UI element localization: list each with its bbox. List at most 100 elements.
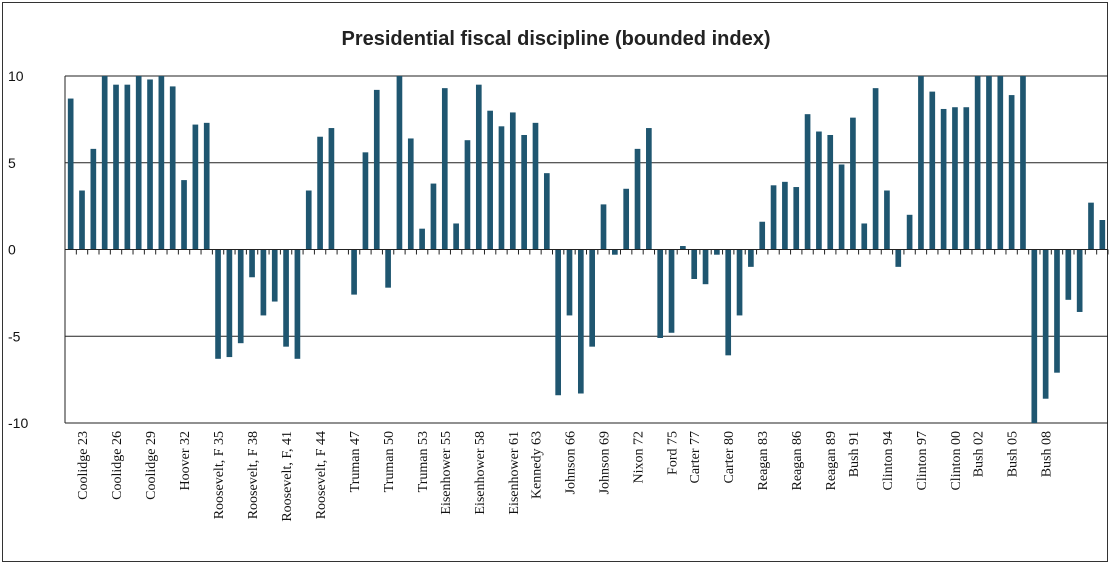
bar	[589, 249, 596, 347]
bar	[90, 148, 97, 250]
bar	[543, 173, 550, 250]
bar	[997, 76, 1004, 250]
bar	[419, 228, 425, 250]
y-tick-label: -10	[8, 415, 28, 431]
bar	[226, 249, 233, 358]
bar	[646, 128, 652, 250]
x-tick-label: Truman 50	[382, 431, 397, 492]
x-tick-label: Nixon 72	[632, 431, 647, 484]
x-tick-label: Roosevelt, F 38	[246, 431, 261, 519]
bar	[725, 249, 732, 356]
bar	[1042, 249, 1049, 399]
bar	[668, 249, 675, 333]
bar	[1008, 95, 1015, 250]
x-tick-label: Johnson 66	[563, 431, 578, 494]
x-tick-label: Eisenhower 55	[439, 431, 454, 515]
bar	[260, 249, 267, 316]
bar	[113, 84, 119, 250]
bar	[600, 204, 607, 250]
bar	[362, 152, 369, 250]
x-tick-label: Kennedy 63	[529, 431, 544, 499]
bar	[475, 84, 482, 250]
x-tick-label: Hoover 32	[178, 431, 193, 491]
bar	[1076, 249, 1083, 312]
bar	[770, 185, 777, 250]
bar	[385, 249, 391, 288]
bar	[986, 76, 992, 250]
bar	[612, 249, 618, 255]
bar	[929, 91, 936, 250]
bar	[782, 181, 788, 250]
bar	[430, 183, 437, 250]
bar	[532, 122, 539, 250]
x-tick-label: Eisenhower 58	[473, 431, 488, 515]
x-tick-label: Johnson 69	[598, 431, 613, 494]
x-tick-label: Reagan 86	[790, 431, 805, 490]
bar	[714, 249, 720, 255]
x-tick-label: Clinton 97	[915, 431, 930, 491]
bar	[974, 76, 981, 250]
bar	[861, 223, 868, 250]
bar	[1099, 220, 1106, 250]
bar	[237, 249, 244, 344]
bar	[328, 128, 335, 250]
x-tick-label: Roosevelt, F 44	[314, 431, 329, 519]
axes	[64, 76, 1109, 423]
bar	[748, 249, 754, 267]
bar	[67, 98, 74, 250]
bar	[464, 140, 471, 250]
x-tick-label: Reagan 83	[756, 431, 771, 490]
bar	[804, 114, 811, 250]
x-tick-label: Reagan 89	[824, 431, 839, 490]
x-tick-label: Clinton 94	[881, 431, 896, 491]
bar	[1020, 76, 1026, 250]
x-tick-label: Truman 47	[348, 431, 363, 492]
y-tick-label: -5	[8, 328, 21, 344]
bar	[487, 110, 493, 250]
bar	[555, 249, 561, 396]
bar	[294, 249, 301, 359]
x-tick-label: Carter 80	[722, 431, 737, 483]
bars	[67, 76, 1106, 423]
bar	[680, 246, 686, 250]
bar	[759, 221, 766, 250]
bar	[736, 249, 743, 316]
bar	[249, 249, 255, 278]
bar	[1031, 249, 1038, 423]
x-tick-label: Bush 02	[972, 431, 987, 477]
bar	[317, 136, 323, 250]
y-tick-label: 5	[8, 155, 16, 171]
bar	[271, 249, 278, 302]
bar	[181, 180, 187, 250]
bar	[351, 249, 357, 295]
y-tick-label: 10	[8, 68, 24, 84]
bar	[305, 190, 312, 250]
x-tick-label: Roosevelt, F 35	[212, 431, 227, 519]
bar	[940, 108, 947, 250]
bar	[215, 249, 221, 359]
bar	[702, 249, 709, 285]
x-tick-label: Carter 77	[688, 431, 703, 483]
bar	[521, 134, 527, 250]
bar	[963, 107, 970, 250]
bar	[101, 76, 108, 250]
bar	[192, 124, 199, 250]
bar	[816, 131, 822, 250]
tick-labels: 10 5 0 -5 -10 Coolidge 23 Coolidge 26 Coolidge …	[8, 68, 1055, 522]
bar	[850, 117, 856, 250]
bar	[373, 89, 380, 250]
bar	[407, 138, 414, 250]
bar	[441, 88, 448, 250]
x-tick-label: Eisenhower 61	[507, 431, 522, 515]
bar	[884, 190, 890, 250]
bar	[838, 164, 845, 250]
bar	[895, 249, 902, 267]
bar	[203, 122, 210, 250]
bar	[1054, 249, 1060, 373]
x-tick-label: Coolidge 23	[76, 431, 91, 500]
bar	[623, 188, 630, 250]
x-tick-label: Ford 75	[666, 431, 681, 475]
bar	[577, 249, 584, 394]
bar	[918, 76, 924, 250]
bar	[509, 112, 516, 250]
